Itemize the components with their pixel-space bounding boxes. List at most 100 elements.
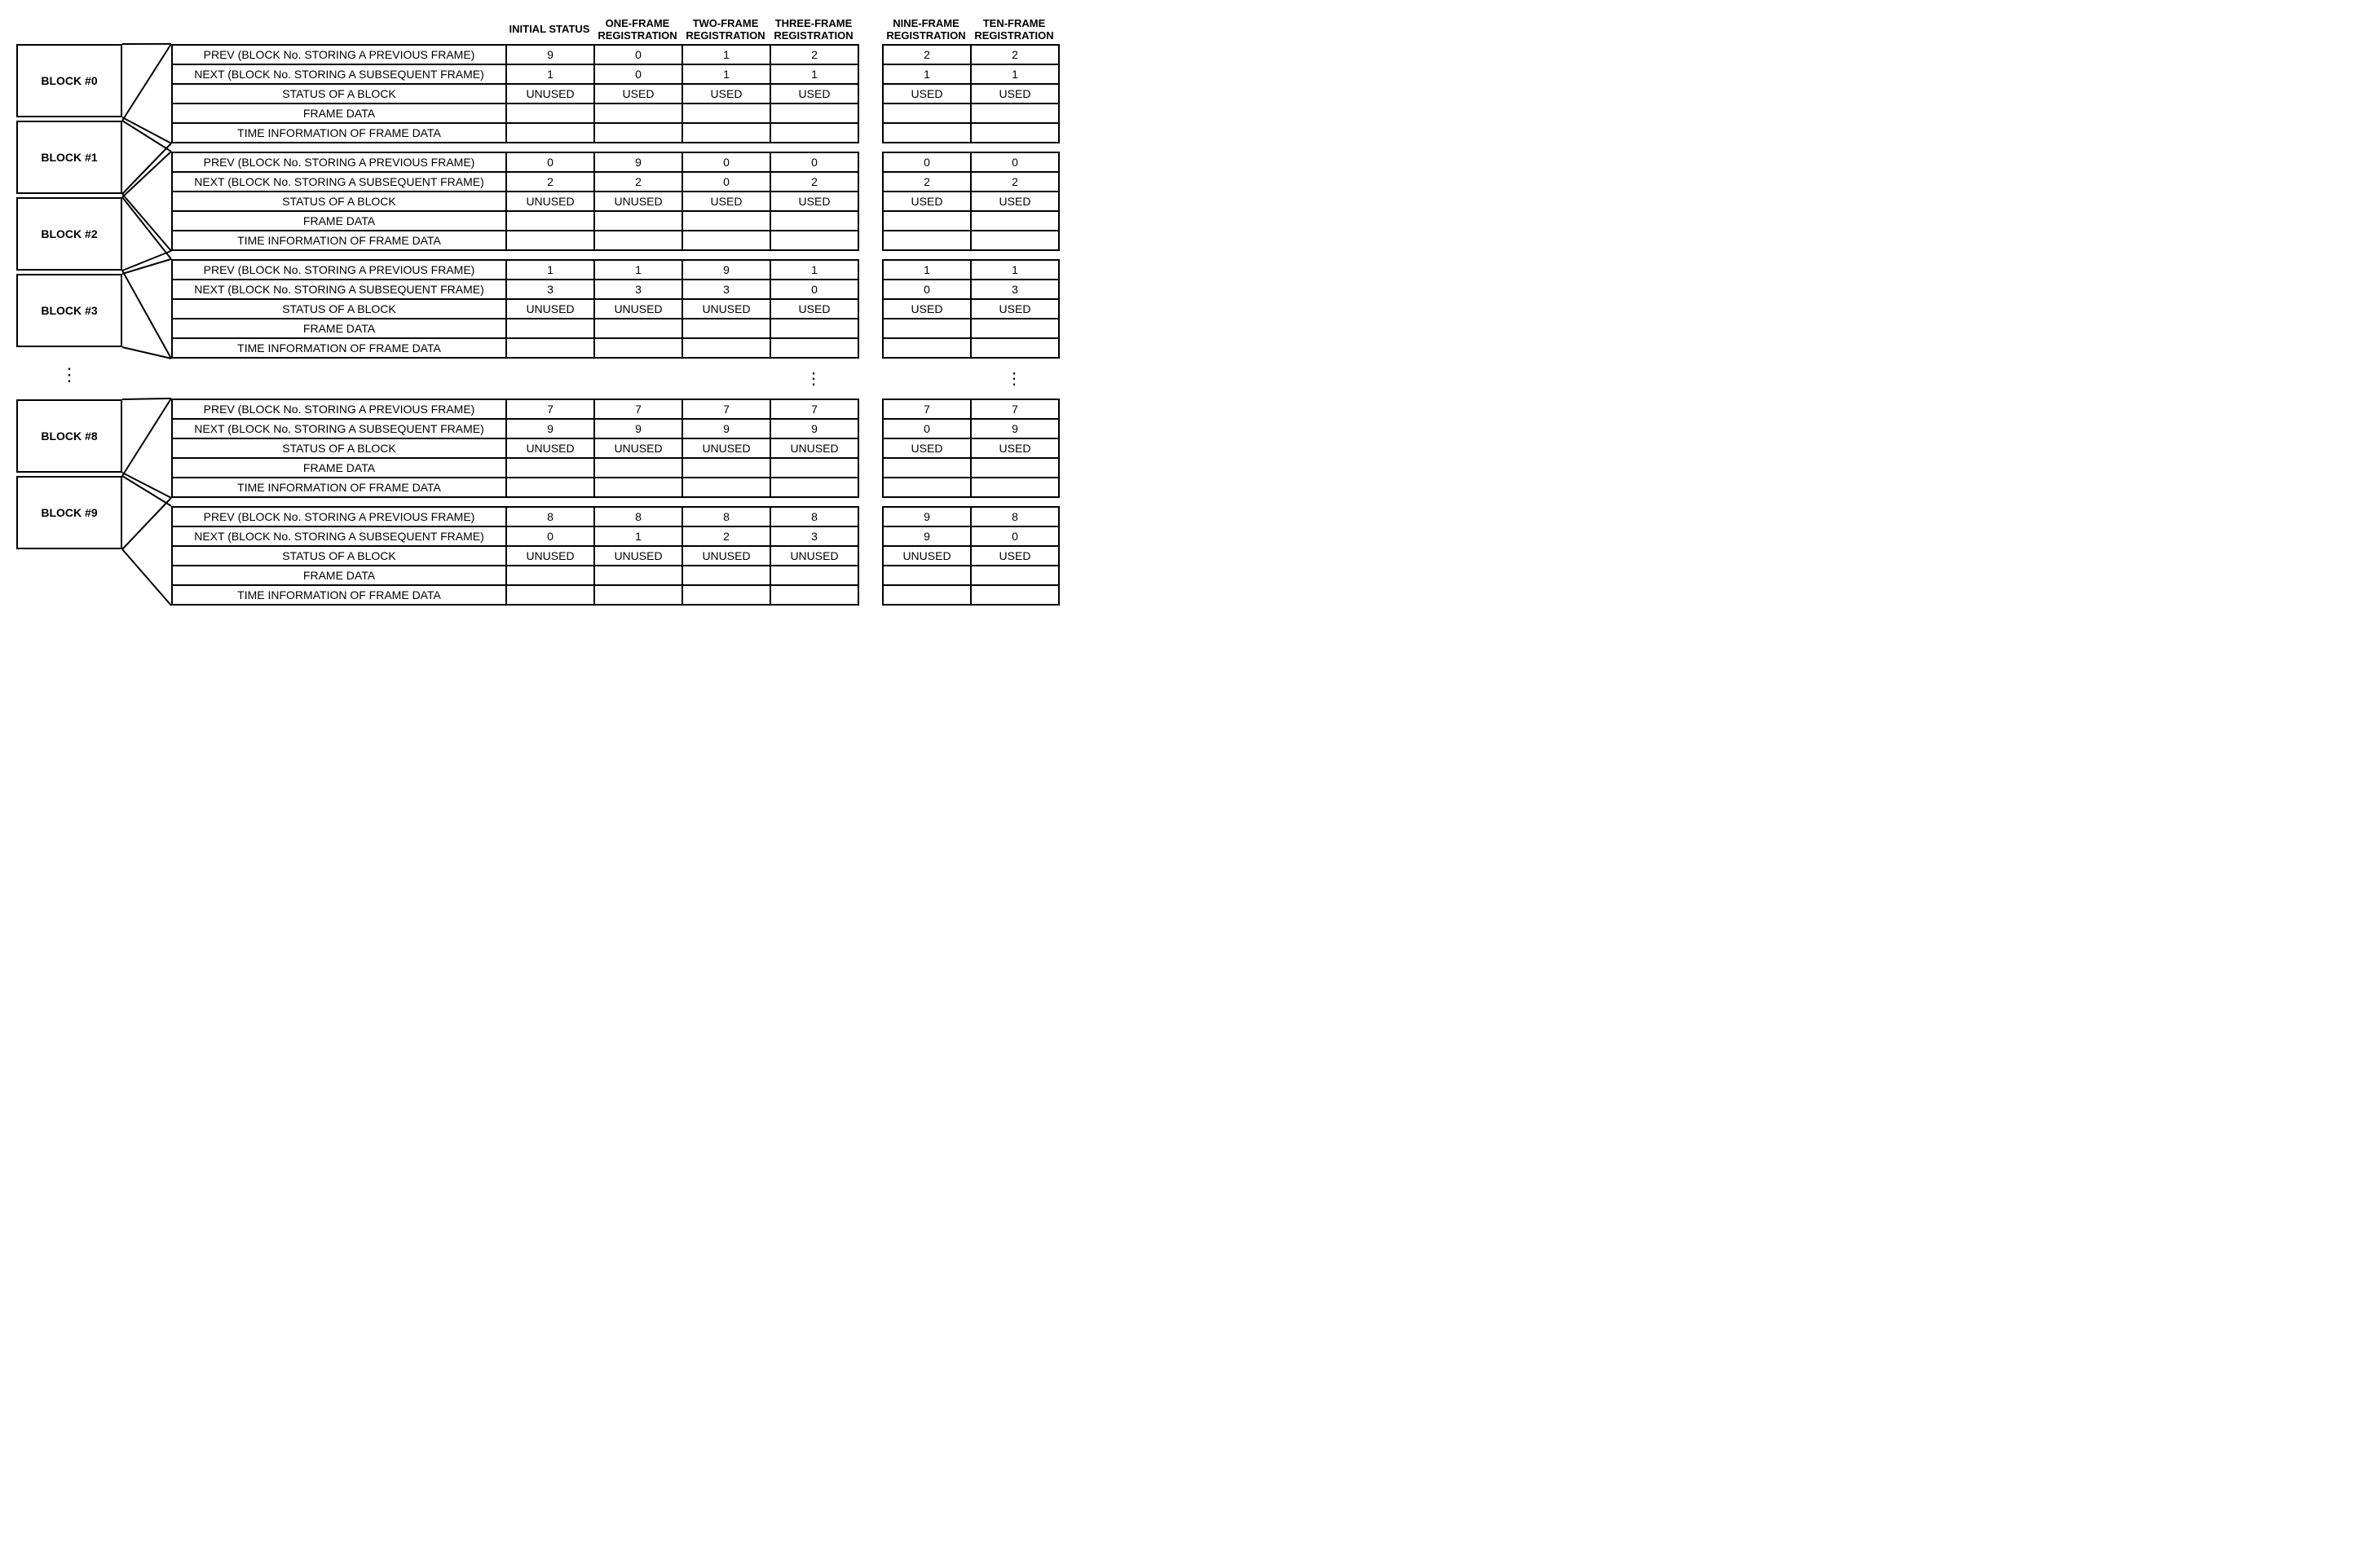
- cell: USED: [971, 438, 1059, 458]
- cell: [506, 338, 594, 358]
- cell: [594, 319, 682, 338]
- cell: UNUSED: [770, 546, 858, 566]
- cell: USED: [770, 84, 858, 104]
- block-table-2: PREV (BLOCK No. STORING A PREVIOUS FRAME…: [171, 259, 1060, 359]
- block-label-3: BLOCK #3: [16, 274, 122, 347]
- row-label-frame: FRAME DATA: [172, 211, 506, 231]
- cell: [971, 123, 1059, 143]
- row-label-prev: PREV (BLOCK No. STORING A PREVIOUS FRAME…: [172, 399, 506, 419]
- cell: [971, 319, 1059, 338]
- hdr-ten: TEN-FRAME REGISTRATION: [970, 16, 1058, 44]
- cell: 2: [971, 45, 1059, 64]
- row-label-prev: PREV (BLOCK No. STORING A PREVIOUS FRAME…: [172, 507, 506, 526]
- cell: [971, 458, 1059, 478]
- cell: [682, 478, 770, 497]
- cell: [506, 123, 594, 143]
- hdr-one: ONE-FRAME REGISTRATION: [593, 16, 682, 44]
- vdots-row: ⋮⋮: [171, 367, 1058, 390]
- cell: 9: [682, 419, 770, 438]
- cell: USED: [971, 192, 1059, 211]
- cell: [770, 585, 858, 605]
- cell: 3: [770, 526, 858, 546]
- cell: [770, 338, 858, 358]
- block-labels-column: BLOCK #0 BLOCK #1 BLOCK #2 BLOCK #3 ⋮ BL…: [16, 16, 122, 614]
- cell: 1: [682, 45, 770, 64]
- cell: 9: [506, 45, 594, 64]
- cell: [682, 104, 770, 123]
- cell: [594, 338, 682, 358]
- cell: 1: [971, 260, 1059, 280]
- row-label-next: NEXT (BLOCK No. STORING A SUBSEQUENT FRA…: [172, 419, 506, 438]
- cell: [883, 478, 971, 497]
- cell: [971, 566, 1059, 585]
- cell: [682, 211, 770, 231]
- cell: 9: [594, 152, 682, 172]
- cell: [594, 458, 682, 478]
- cell: USED: [682, 84, 770, 104]
- cell: USED: [883, 84, 971, 104]
- block-label-0: BLOCK #0: [16, 44, 122, 117]
- cell: 1: [594, 526, 682, 546]
- cell: 3: [971, 280, 1059, 299]
- cell: 2: [883, 45, 971, 64]
- cell: 8: [770, 507, 858, 526]
- cell: [770, 211, 858, 231]
- hdr-three: THREE-FRAME REGISTRATION: [770, 16, 858, 44]
- cell: 1: [883, 64, 971, 84]
- row-label-frame: FRAME DATA: [172, 104, 506, 123]
- cell: UNUSED: [594, 546, 682, 566]
- hdr-initial: INITIAL STATUS: [505, 16, 593, 44]
- cell: USED: [594, 84, 682, 104]
- cell: 1: [883, 260, 971, 280]
- data-tables-column: INITIAL STATUS ONE-FRAME REGISTRATION TW…: [171, 16, 2344, 614]
- cell: [971, 231, 1059, 250]
- cell: [506, 319, 594, 338]
- cell: [506, 458, 594, 478]
- cell: USED: [883, 192, 971, 211]
- connector-space: [122, 16, 171, 614]
- cell: 0: [506, 526, 594, 546]
- cell: [971, 478, 1059, 497]
- cell: 2: [594, 172, 682, 192]
- cell: 1: [506, 64, 594, 84]
- cell: [883, 338, 971, 358]
- cell: [971, 585, 1059, 605]
- cell: [770, 123, 858, 143]
- block-label-2: BLOCK #2: [16, 197, 122, 271]
- cell: UNUSED: [682, 299, 770, 319]
- cell: UNUSED: [883, 546, 971, 566]
- row-label-status: STATUS OF A BLOCK: [172, 299, 506, 319]
- hdr-nine: NINE-FRAME REGISTRATION: [882, 16, 970, 44]
- cell: 0: [594, 45, 682, 64]
- cell: [682, 319, 770, 338]
- row-label-time: TIME INFORMATION OF FRAME DATA: [172, 123, 506, 143]
- cell: [506, 231, 594, 250]
- cell: [682, 338, 770, 358]
- cell: UNUSED: [506, 438, 594, 458]
- row-label-prev: PREV (BLOCK No. STORING A PREVIOUS FRAME…: [172, 45, 506, 64]
- cell: [506, 104, 594, 123]
- row-label-status: STATUS OF A BLOCK: [172, 438, 506, 458]
- cell: 0: [971, 526, 1059, 546]
- cell: USED: [971, 84, 1059, 104]
- cell: 8: [594, 507, 682, 526]
- cell: 0: [971, 152, 1059, 172]
- cell: 0: [770, 152, 858, 172]
- cell: 0: [682, 172, 770, 192]
- cell: 9: [682, 260, 770, 280]
- cell: [682, 585, 770, 605]
- cell: UNUSED: [594, 192, 682, 211]
- cell: [594, 566, 682, 585]
- row-label-time: TIME INFORMATION OF FRAME DATA: [172, 478, 506, 497]
- block-table-4: PREV (BLOCK No. STORING A PREVIOUS FRAME…: [171, 506, 1060, 606]
- cell: 3: [594, 280, 682, 299]
- cell: [971, 104, 1059, 123]
- cell: 8: [682, 507, 770, 526]
- cell: USED: [770, 299, 858, 319]
- cell: [770, 319, 858, 338]
- cell: UNUSED: [682, 546, 770, 566]
- cell: [682, 231, 770, 250]
- row-label-next: NEXT (BLOCK No. STORING A SUBSEQUENT FRA…: [172, 64, 506, 84]
- cell: UNUSED: [506, 546, 594, 566]
- row-label-status: STATUS OF A BLOCK: [172, 192, 506, 211]
